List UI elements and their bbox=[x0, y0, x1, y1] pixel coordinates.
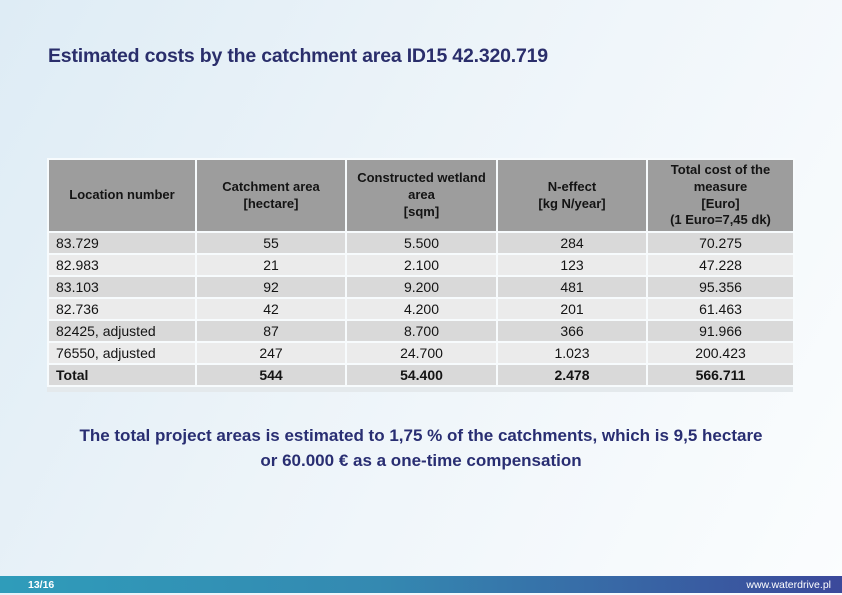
col-header-total-cost: Total cost of the measure [Euro] (1 Euro… bbox=[646, 158, 795, 233]
total-value-cell: 566.711 bbox=[646, 363, 795, 387]
table-header-row: Location number Catchment area [hectare]… bbox=[47, 158, 795, 233]
location-cell: 83.729 bbox=[47, 231, 197, 255]
summary-text: The total project areas is estimated to … bbox=[0, 424, 842, 473]
value-cell: 366 bbox=[496, 319, 648, 343]
value-cell: 42 bbox=[195, 297, 347, 321]
table-row: 76550, adjusted 247 24.700 1.023 200.423 bbox=[47, 341, 795, 365]
value-cell: 55 bbox=[195, 231, 347, 255]
value-cell: 200.423 bbox=[646, 341, 795, 365]
website-link: www.waterdrive.pl bbox=[746, 578, 831, 591]
value-cell: 87 bbox=[195, 319, 347, 343]
table-row: 82425, adjusted 87 8.700 366 91.966 bbox=[47, 319, 795, 343]
value-cell: 70.275 bbox=[646, 231, 795, 255]
value-cell: 91.966 bbox=[646, 319, 795, 343]
total-value-cell: 54.400 bbox=[345, 363, 498, 387]
location-cell: 76550, adjusted bbox=[47, 341, 197, 365]
footer-bar: 13/16 www.waterdrive.pl bbox=[0, 576, 842, 593]
col-header-location-number: Location number bbox=[47, 158, 197, 233]
value-cell: 95.356 bbox=[646, 275, 795, 299]
col-header-constructed-wetland-area: Constructed wetland area [sqm] bbox=[345, 158, 498, 233]
table-row: 83.103 92 9.200 481 95.356 bbox=[47, 275, 795, 299]
col-header-catchment-area: Catchment area [hectare] bbox=[195, 158, 347, 233]
location-cell: 83.103 bbox=[47, 275, 197, 299]
cost-table-container: Location number Catchment area [hectare]… bbox=[47, 158, 795, 392]
location-cell: 82.983 bbox=[47, 253, 197, 277]
value-cell: 8.700 bbox=[345, 319, 498, 343]
value-cell: 201 bbox=[496, 297, 648, 321]
slide-title: Estimated costs by the catchment area ID… bbox=[48, 45, 548, 67]
table-bottom-strip bbox=[47, 387, 793, 392]
location-cell: 82425, adjusted bbox=[47, 319, 197, 343]
summary-line-2: or 60.000 € as a one-time compensation bbox=[260, 450, 582, 470]
value-cell: 92 bbox=[195, 275, 347, 299]
value-cell: 481 bbox=[496, 275, 648, 299]
page-number: 13/16 bbox=[28, 578, 55, 591]
value-cell: 24.700 bbox=[345, 341, 498, 365]
value-cell: 61.463 bbox=[646, 297, 795, 321]
value-cell: 123 bbox=[496, 253, 648, 277]
location-cell: 82.736 bbox=[47, 297, 197, 321]
value-cell: 5.500 bbox=[345, 231, 498, 255]
cost-table: Location number Catchment area [hectare]… bbox=[47, 158, 795, 387]
table-row: 82.983 21 2.100 123 47.228 bbox=[47, 253, 795, 277]
value-cell: 47.228 bbox=[646, 253, 795, 277]
value-cell: 21 bbox=[195, 253, 347, 277]
table-row: 82.736 42 4.200 201 61.463 bbox=[47, 297, 795, 321]
value-cell: 1.023 bbox=[496, 341, 648, 365]
value-cell: 2.100 bbox=[345, 253, 498, 277]
value-cell: 9.200 bbox=[345, 275, 498, 299]
value-cell: 247 bbox=[195, 341, 347, 365]
summary-line-1: The total project areas is estimated to … bbox=[79, 426, 763, 445]
total-value-cell: 544 bbox=[195, 363, 347, 387]
table-total-row: Total 544 54.400 2.478 566.711 bbox=[47, 363, 795, 387]
value-cell: 4.200 bbox=[345, 297, 498, 321]
total-value-cell: 2.478 bbox=[496, 363, 648, 387]
value-cell: 284 bbox=[496, 231, 648, 255]
col-header-n-effect: N-effect [kg N/year] bbox=[496, 158, 648, 233]
table-row: 83.729 55 5.500 284 70.275 bbox=[47, 231, 795, 255]
total-label-cell: Total bbox=[47, 363, 197, 387]
